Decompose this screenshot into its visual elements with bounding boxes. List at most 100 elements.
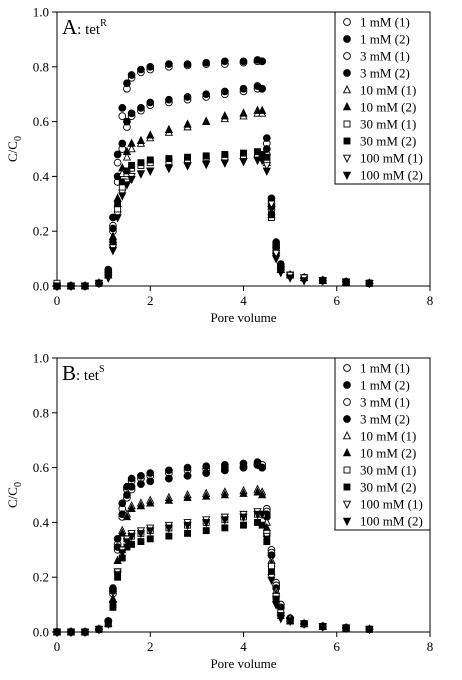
legend-marker [343, 52, 351, 60]
data-point [258, 510, 267, 520]
series [53, 461, 374, 636]
legend-label: 3 mM (2) [360, 412, 410, 427]
legend-label: 30 mM (1) [360, 117, 416, 132]
panel-title-sup: S [99, 364, 105, 375]
data-point [276, 269, 285, 278]
legend-label: 100 mM (2) [360, 168, 423, 183]
data-point [183, 521, 192, 531]
data-point [202, 160, 211, 170]
data-point [122, 538, 132, 547]
data-point [127, 71, 136, 79]
data-point [113, 158, 122, 167]
x-tick-label: 4 [240, 639, 247, 654]
data-point [239, 488, 248, 497]
data-point [104, 620, 113, 629]
data-point [272, 595, 280, 603]
panel-title-text: : tet [77, 22, 101, 38]
data-point [183, 471, 192, 480]
series [52, 508, 374, 638]
data-point [165, 95, 173, 104]
data-point [104, 274, 113, 283]
series [52, 156, 374, 292]
data-point [221, 57, 229, 66]
data-point [146, 156, 154, 164]
legend-label: 10 mM (2) [360, 446, 416, 461]
data-point [94, 280, 104, 289]
legend-marker [343, 398, 351, 406]
data-point [137, 471, 145, 480]
data-point [202, 90, 211, 99]
series [52, 105, 374, 290]
series [53, 461, 374, 636]
panel-letter: A [62, 15, 78, 39]
data-point [136, 135, 146, 145]
data-point [183, 492, 192, 501]
data-point [220, 159, 229, 168]
data-point [113, 150, 122, 159]
data-point [122, 511, 132, 521]
data-point [127, 138, 136, 147]
data-point [183, 162, 192, 171]
y-axis-label-sub: 0 [13, 482, 24, 487]
data-point [165, 532, 173, 540]
data-point [165, 155, 173, 163]
data-point [113, 534, 122, 543]
legend-label: 10 mM (1) [360, 429, 416, 444]
data-point [258, 57, 267, 66]
data-point [183, 60, 192, 68]
series [53, 57, 374, 290]
y-tick-label: 0.2 [33, 570, 49, 585]
data-point [365, 280, 374, 289]
series [52, 156, 374, 292]
y-axis-label-main: C/C [5, 141, 20, 162]
legend-marker [343, 381, 351, 389]
data-point [118, 499, 127, 508]
legend-marker [342, 430, 352, 440]
data-point [123, 117, 131, 126]
legend-label: 3 mM (2) [360, 66, 410, 81]
data-point [239, 158, 248, 167]
data-point [267, 206, 276, 215]
data-point [258, 84, 267, 93]
data-point [341, 278, 351, 287]
data-point [127, 482, 136, 491]
data-point [122, 146, 132, 155]
data-point [52, 628, 62, 638]
data-point [183, 93, 192, 101]
series [52, 510, 374, 638]
data-point [127, 109, 136, 118]
data-point [146, 498, 155, 507]
data-point [262, 134, 271, 142]
data-point [113, 571, 122, 580]
data-point [113, 214, 122, 223]
y-tick-label: 1.0 [33, 5, 49, 20]
data-point [299, 620, 309, 629]
data-point [123, 167, 131, 175]
legend-label: 1 mM (2) [360, 32, 410, 47]
data-point [80, 282, 90, 292]
y-axis-label-main: C/C [5, 487, 20, 508]
legend-label: 10 mM (2) [360, 100, 416, 115]
data-point [165, 466, 173, 475]
data-point [118, 549, 127, 558]
series [53, 151, 373, 290]
data-point [221, 466, 229, 475]
data-point [108, 601, 118, 610]
data-point [239, 57, 248, 66]
data-point [272, 601, 281, 610]
data-point [318, 277, 327, 286]
legend-label: 30 mM (1) [360, 463, 416, 478]
legend-label: 30 mM (2) [360, 480, 416, 495]
data-point [183, 463, 192, 472]
y-tick-label: 0.8 [33, 59, 49, 74]
data-point [184, 529, 192, 537]
data-point [221, 524, 229, 532]
data-point [137, 159, 145, 167]
series [53, 518, 373, 636]
series [53, 82, 374, 290]
data-point [136, 170, 146, 179]
series [53, 148, 373, 290]
data-point [268, 568, 275, 576]
data-point [276, 615, 285, 624]
